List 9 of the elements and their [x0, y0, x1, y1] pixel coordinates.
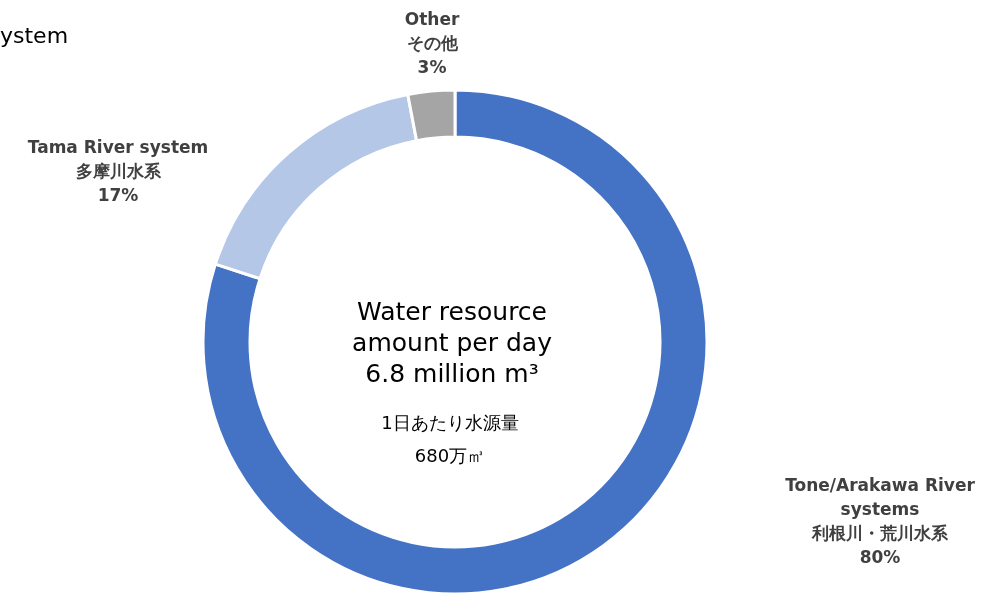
- data-label: 17%: [97, 185, 139, 205]
- data-label: 3%: [417, 57, 447, 77]
- slice-label: Other その他: [404, 9, 460, 53]
- slice-label: Tone/Arakawa River systems 利根川・荒川水系: [785, 475, 976, 543]
- text: Water resource amount per day 6.8 million m³: [352, 297, 553, 388]
- text: ystem: [0, 23, 69, 48]
- text: 1日あたり水源量 680万㎥: [381, 412, 519, 466]
- data-label: 80%: [859, 547, 901, 567]
- slice-label: Tama River system 多摩川水系: [27, 137, 209, 181]
